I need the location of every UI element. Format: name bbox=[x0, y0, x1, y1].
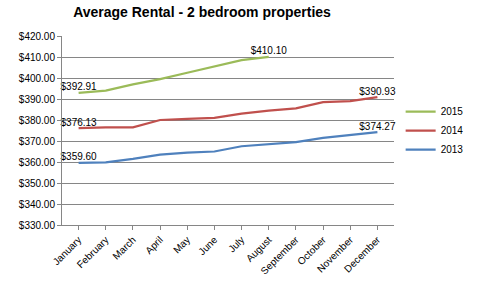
svg-text:$370.00: $370.00 bbox=[19, 136, 56, 147]
svg-text:$420.00: $420.00 bbox=[19, 31, 56, 42]
svg-text:October: October bbox=[295, 234, 328, 267]
svg-text:December: December bbox=[342, 234, 383, 275]
svg-text:$340.00: $340.00 bbox=[19, 199, 56, 210]
svg-text:$330.00: $330.00 bbox=[19, 220, 56, 231]
svg-text:March: March bbox=[110, 234, 137, 261]
svg-text:$360.00: $360.00 bbox=[19, 157, 56, 168]
svg-text:$359.60: $359.60 bbox=[61, 151, 98, 162]
svg-text:$390.93: $390.93 bbox=[359, 86, 396, 97]
svg-text:2013: 2013 bbox=[441, 144, 464, 155]
svg-text:$350.00: $350.00 bbox=[19, 178, 56, 189]
svg-text:$410.00: $410.00 bbox=[19, 52, 56, 63]
svg-text:$376.13: $376.13 bbox=[61, 117, 98, 128]
svg-text:$410.10: $410.10 bbox=[251, 45, 288, 56]
svg-text:August: August bbox=[244, 234, 274, 264]
svg-text:$400.00: $400.00 bbox=[19, 73, 56, 84]
svg-text:$392.91: $392.91 bbox=[61, 81, 98, 92]
svg-text:$374.27: $374.27 bbox=[359, 121, 396, 132]
svg-text:Average Rental - 2 bedroom pro: Average Rental - 2 bedroom properties bbox=[73, 4, 331, 20]
svg-text:November: November bbox=[315, 234, 356, 275]
svg-text:$390.00: $390.00 bbox=[19, 94, 56, 105]
svg-text:June: June bbox=[196, 234, 219, 257]
svg-text:April: April bbox=[143, 234, 165, 256]
svg-text:May: May bbox=[171, 234, 192, 255]
svg-text:February: February bbox=[75, 234, 111, 270]
svg-text:2014: 2014 bbox=[441, 125, 464, 136]
svg-text:September: September bbox=[258, 234, 301, 277]
svg-text:July: July bbox=[226, 234, 246, 254]
svg-text:$380.00: $380.00 bbox=[19, 115, 56, 126]
svg-text:2015: 2015 bbox=[441, 106, 464, 117]
svg-text:January: January bbox=[51, 234, 84, 267]
